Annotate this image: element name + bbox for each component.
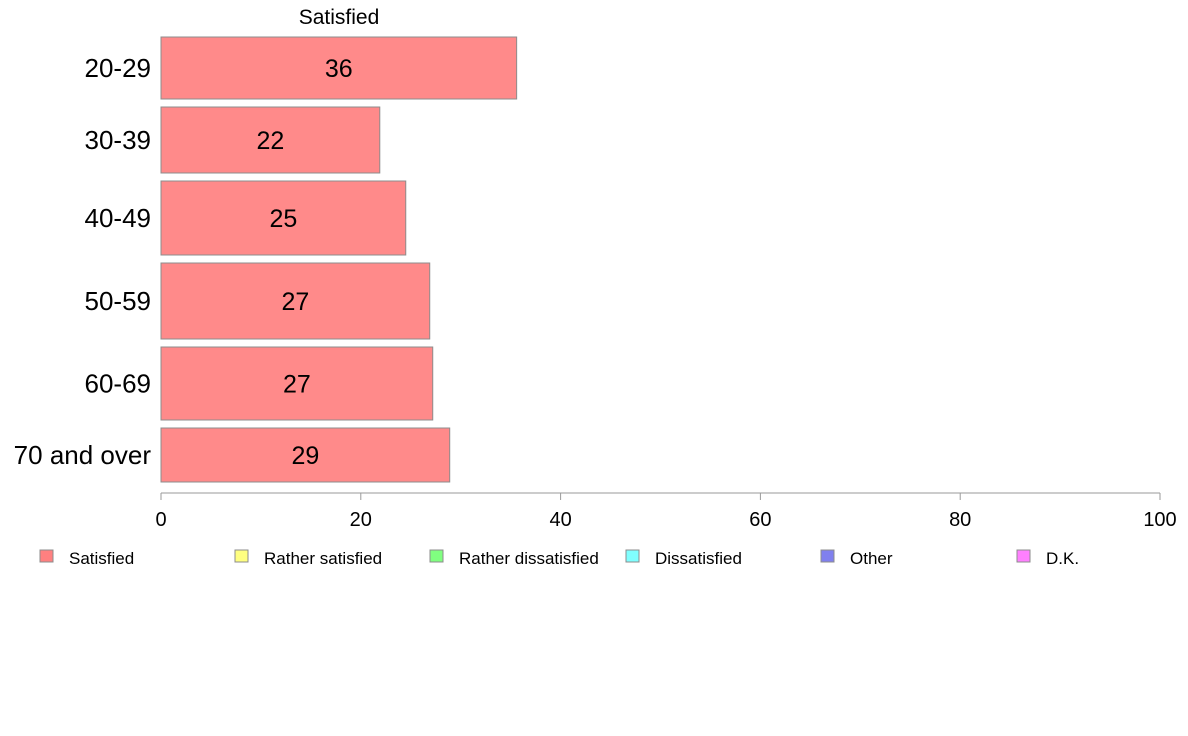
category-label: 60-69 [85, 369, 152, 399]
x-tick-label: 20 [350, 509, 372, 531]
x-axis: 0 20 40 60 80 100 [155, 492, 1177, 531]
bars-group: 36 20-29 22 30-39 25 40-49 27 50-59 27 60-69 29 70 … [14, 36, 518, 483]
legend-swatch [234, 549, 249, 563]
chart-header: Satisfied [299, 6, 380, 29]
legend-swatch [820, 549, 835, 563]
legend-swatch [625, 549, 640, 563]
category-label: 20-29 [85, 53, 152, 83]
legend: Satisfied Rather satisfied Rather dissatis… [39, 549, 1079, 568]
bar [160, 180, 407, 256]
legend-entry: Rather dissatisfied [459, 549, 599, 568]
legend-entry: Rather satisfied [264, 549, 382, 568]
bar [160, 262, 431, 340]
bar [160, 346, 434, 421]
category-label: 30-39 [85, 125, 152, 155]
data-label: 27 [281, 288, 309, 316]
data-label: 36 [325, 55, 353, 83]
x-tick-label: 80 [949, 509, 971, 531]
legend-entry: Dissatisfied [655, 549, 742, 568]
category-label: 40-49 [85, 203, 152, 233]
legend-entry: Satisfied [69, 549, 134, 568]
category-label: 70 and over [14, 440, 152, 470]
legend-entry: D.K. [1046, 549, 1079, 568]
x-tick-label: 100 [1143, 509, 1176, 531]
x-tick-label: 60 [749, 509, 771, 531]
legend-swatch [39, 549, 54, 563]
data-label: 29 [291, 442, 319, 470]
legend-swatch [1016, 549, 1031, 563]
x-tick-label: 0 [155, 509, 166, 531]
bar [160, 427, 451, 483]
data-label: 22 [256, 127, 284, 155]
category-label: 50-59 [85, 286, 152, 316]
data-label: 25 [269, 205, 297, 233]
x-tick-label: 40 [549, 509, 571, 531]
legend-entry: Other [850, 549, 893, 568]
bar [160, 106, 381, 174]
legend-swatch [429, 549, 444, 563]
data-label: 27 [283, 371, 311, 399]
bar [160, 36, 518, 100]
